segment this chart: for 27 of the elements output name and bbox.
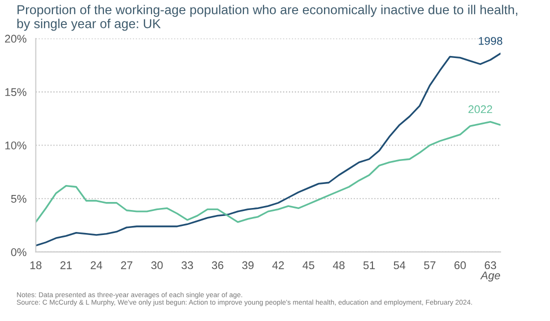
y-tick-label: 0%: [11, 248, 26, 256]
line-series: [36, 120, 500, 223]
x-tick-label: 51: [363, 261, 375, 270]
series-label: 2022: [468, 105, 492, 114]
line-series: [36, 52, 500, 246]
x-tick-label: 48: [332, 261, 345, 270]
x-tick-label: 36: [212, 261, 224, 270]
y-tick-label: 5%: [11, 194, 26, 203]
x-tick-label: 45: [302, 261, 314, 270]
x-tick-label: 39: [242, 261, 254, 270]
x-tick-label: 42: [272, 261, 284, 270]
series-label: 1998: [478, 36, 502, 45]
x-tick-label: 60: [454, 261, 466, 270]
y-tick-label: 20%: [5, 34, 26, 43]
x-tick-label: 27: [121, 261, 132, 270]
x-axis-title: Age: [480, 272, 500, 282]
x-tick-label: 18: [30, 261, 42, 270]
x-tick-label: 24: [90, 261, 102, 270]
x-tick-label: 54: [394, 261, 406, 270]
y-tick-label: 10%: [5, 142, 26, 150]
y-tick-label: 15%: [5, 88, 26, 96]
x-tick-label: 33: [182, 261, 193, 270]
x-tick-label: 57: [424, 261, 436, 270]
x-tick-label: 30: [151, 261, 163, 270]
x-tick-label: 21: [60, 261, 72, 270]
x-tick-label: 63: [484, 261, 496, 270]
chart-title: Proportion of the working-age population who are economically inactive due to ill health, by single year of age: UK: [17, 4, 518, 31]
